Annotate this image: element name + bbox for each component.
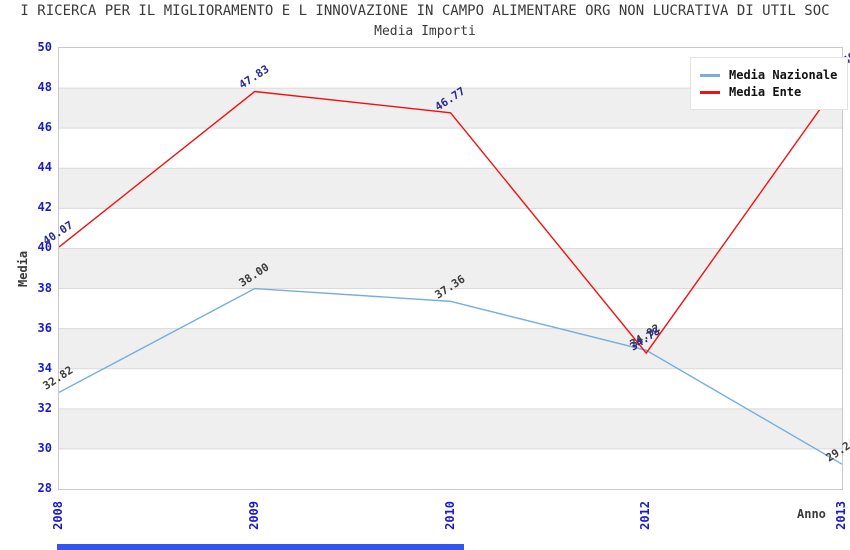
legend-line-swatch-icon [700, 90, 720, 94]
y-axis-title: Media [16, 250, 30, 287]
horizontal-scrollbar-thumb[interactable] [57, 544, 464, 550]
x-tick: 2008 [51, 497, 80, 530]
x-axis-title: Anno [797, 507, 826, 521]
x-tick: 2012 [638, 497, 667, 530]
y-tick-label: 28 [37, 481, 52, 495]
x-tick-label: 2009 [246, 501, 261, 530]
series-line-ente [59, 77, 842, 355]
y-tick-label: 48 [37, 80, 52, 95]
x-tick: 2010 [443, 497, 472, 530]
x-tick-label: 2010 [442, 501, 457, 530]
y-tick-label: 34 [37, 360, 52, 375]
plot-band [59, 168, 842, 209]
y-tick-label: 50 [37, 40, 52, 54]
y-tick-label: 40 [37, 240, 52, 255]
x-tick-label: 2012 [638, 501, 653, 530]
x-tick-label: 2008 [51, 501, 65, 530]
plot-canvas [59, 77, 842, 465]
y-tick-label: 36 [37, 320, 52, 335]
chart-subtitle: Media Importi [374, 24, 476, 39]
plot-band [59, 248, 842, 289]
legend-item: Media Ente [700, 85, 837, 99]
legend-line-swatch-icon [700, 73, 720, 77]
y-tick-label: 32 [37, 400, 52, 415]
legend-label: Media Nazionale [729, 68, 838, 82]
x-tick: 2013 [834, 497, 850, 530]
legend-label: Media Ente [729, 85, 802, 99]
plot-area [58, 47, 843, 490]
plot-band [59, 328, 842, 369]
plot-band [59, 408, 842, 449]
x-tick: 2009 [247, 497, 276, 530]
chart-title: I RICERCA PER IL MIGLIORAMENTO E L INNOV… [20, 3, 830, 19]
series-line-nazionale [59, 287, 842, 465]
x-tick-label: 2013 [834, 501, 848, 530]
legend-item: Media Nazionale [700, 68, 837, 82]
y-tick-label: 42 [37, 200, 52, 215]
y-tick-label: 44 [37, 160, 52, 175]
legend-box: Media Nazionale Media Ente [690, 57, 849, 110]
y-tick-label: 46 [37, 120, 52, 135]
y-tick-label: 30 [37, 440, 52, 455]
y-tick-label: 38 [37, 280, 52, 295]
